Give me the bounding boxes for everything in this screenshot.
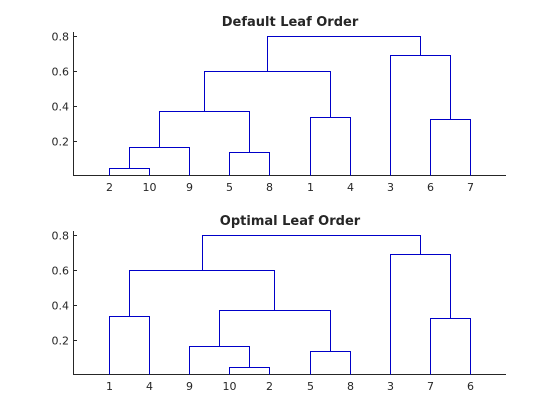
y-ticks: 0.2 0.4 0.6 0.8 [52, 31, 77, 149]
leaf-label: 7 [467, 181, 474, 194]
leaf-label: 9 [186, 380, 193, 393]
leaf-label: 6 [467, 380, 474, 393]
leaf-label: 7 [427, 380, 434, 393]
chart-title: Default Leaf Order [222, 15, 359, 30]
leaf-label: 1 [307, 181, 314, 194]
leaf-label: 3 [387, 181, 394, 194]
leaf-label: 6 [427, 181, 434, 194]
leaf-label: 10 [223, 380, 237, 393]
leaf-label: 5 [226, 181, 233, 194]
leaf-label: 3 [387, 380, 394, 393]
y-tick-label: 0.8 [52, 230, 70, 243]
dendrogram-optimal-leaf-order: Optimal Leaf Order 0.2 0.4 0.6 0.8 1 4 9 10 2 5 8… [52, 214, 506, 393]
dendrogram-link [267, 36, 421, 72]
leaf-label: 8 [266, 181, 273, 194]
leaf-label: 1 [106, 380, 113, 393]
y-tick-label: 0.4 [52, 101, 70, 114]
y-tick-label: 0.4 [52, 300, 70, 313]
y-ticks: 0.2 0.4 0.6 0.8 [52, 230, 77, 348]
y-tick-label: 0.2 [52, 335, 70, 348]
leaf-label: 9 [186, 181, 193, 194]
y-tick-label: 0.8 [52, 31, 70, 44]
dendrogram-links [109, 36, 471, 176]
leaf-label: 2 [266, 380, 273, 393]
chart-title: Optimal Leaf Order [220, 214, 361, 229]
leaf-label: 4 [146, 380, 153, 393]
leaf-label: 10 [143, 181, 157, 194]
leaf-label: 8 [347, 380, 354, 393]
x-ticks: 1 4 9 10 2 5 8 3 7 6 [106, 370, 474, 393]
leaf-label: 4 [347, 181, 354, 194]
dendrogram-links [109, 235, 471, 375]
dendrogram-link [202, 235, 421, 271]
y-tick-label: 0.6 [52, 265, 70, 278]
leaf-label: 2 [106, 181, 113, 194]
dendrogram-default-leaf-order: Default Leaf Order 0.2 0.4 0.6 0.8 2 10 9 5 8 1 4… [52, 15, 506, 194]
leaf-label: 5 [307, 380, 314, 393]
y-tick-label: 0.2 [52, 136, 70, 149]
y-tick-label: 0.6 [52, 66, 70, 79]
